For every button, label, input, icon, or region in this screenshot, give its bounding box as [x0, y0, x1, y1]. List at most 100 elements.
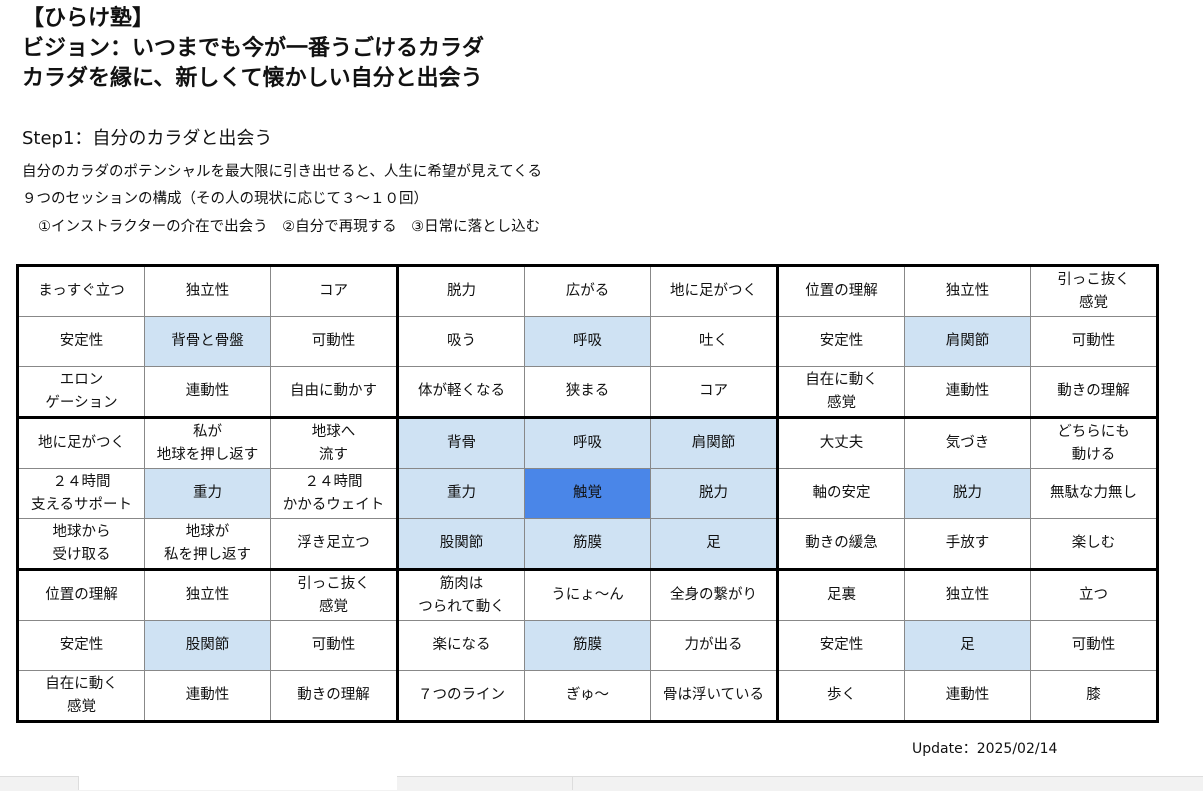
grid-cell: 呼吸 [524, 416, 651, 469]
grid-cell: 連動性 [904, 366, 1031, 418]
grid-row: エロン ゲーション 連動性 自由に動かす 体が軽くなる 狭まる コア 自在に動く 感覚 連動性… [17, 366, 1158, 418]
grid-cell: 安定性 [17, 316, 145, 367]
grid-cell: 肩関節 [650, 416, 778, 469]
grid-cell: 可動性 [1030, 620, 1158, 671]
page-title: 【ひらけ塾】 [22, 6, 155, 31]
grid-cell: 引っこ抜く 感覚 [1030, 265, 1158, 317]
grid-cell: 呼吸 [524, 316, 651, 367]
grid-cell: 脱力 [650, 468, 778, 519]
grid-cell: 手放す [904, 518, 1031, 570]
grid-cell: 私が 地球を押し返す [144, 416, 271, 469]
grid-cell: 歩く [776, 670, 905, 722]
grid-cell: コア [270, 265, 398, 317]
grid-cell: 骨は浮いている [650, 670, 778, 722]
grid-cell: 動きの理解 [1030, 366, 1158, 418]
step-description: 自分のカラダのポテンシャルを最大限に引き出せると、人生に希望が見えてくる [22, 164, 542, 180]
grid-row: 地球から 受け取る 地球が 私を押し返す 浮き足立つ 股関節 筋膜足動きの緩急 手放す 楽し… [17, 518, 1158, 570]
grid-row: 安定性 背骨と骨盤 可動性 吸う 呼吸 吐く 安定性 肩関節 可動性 [17, 316, 1158, 367]
grid-cell: 背骨 [396, 416, 525, 469]
grid-cell: 可動性 [270, 316, 398, 367]
grid-cell: ２４時間 支えるサポート [17, 468, 145, 519]
grid-row: 地に足がつく 私が 地球を押し返す 地球へ 流す 背骨 呼吸 肩関節 大丈夫 気づき どちらにも… [17, 416, 1158, 469]
grid-cell: 独立性 [904, 265, 1031, 317]
grid-cell: 安定性 [776, 316, 905, 367]
grid-cell: 吸う [396, 316, 525, 367]
grid-cell: 膝 [1030, 670, 1158, 722]
grid-cell: 安定性 [776, 620, 905, 671]
grid-cell: 可動性 [1030, 316, 1158, 367]
grid-cell: 地に足がつく [650, 265, 778, 317]
tagline-heading: カラダを縁に、新しくて懐かしい自分と出会う [22, 66, 483, 91]
grid-cell: 股関節 [396, 518, 525, 570]
grid-cell: 力が出る [650, 620, 778, 671]
grid-cell: 地に足がつく [17, 416, 145, 469]
grid-cell: 地球が 私を押し返す [144, 518, 271, 570]
grid-cell: 背骨と骨盤 [144, 316, 271, 367]
grid-cell: エロン ゲーション [17, 366, 145, 418]
grid-cell: 安定性 [17, 620, 145, 671]
grid-cell: 筋膜 [524, 518, 651, 570]
grid-cell: 連動性 [144, 366, 271, 418]
session-phases: ①インストラクターの介在で出会う ②自分で再現する ③日常に落とし込む [38, 219, 541, 235]
grid-cell: まっすぐ立つ [17, 265, 145, 317]
grid-cell: 動きの緩急 [776, 518, 905, 570]
grid-cell: 動きの理解 [270, 670, 398, 722]
grid-cell: 脱力 [904, 468, 1031, 519]
grid-cell: 独立性 [144, 568, 271, 621]
grid-cell: 楽になる [396, 620, 525, 671]
grid-cell: ２４時間 かかるウェイト [270, 468, 398, 519]
grid-cell: 位置の理解 [17, 568, 145, 621]
grid-cell: うにょ〜ん [524, 568, 651, 621]
grid-cell: 筋肉は つられて動く [396, 568, 525, 621]
grid-cell: 全身の繋がり [650, 568, 778, 621]
grid-cell: 引っこ抜く 感覚 [270, 568, 398, 621]
grid-cell: 軸の安定 [776, 468, 905, 519]
grid-cell: 足 [904, 620, 1031, 671]
grid-cell: 可動性 [270, 620, 398, 671]
grid-row: 位置の理解 独立性 引っこ抜く 感覚 筋肉は つられて動く うにょ〜ん 全身の繋がり 足裏独… [17, 568, 1158, 621]
grid-row: まっすぐ立つ 独立性 コア 脱力 広がる 地に足がつく 位置の理解 独立性 引っこ抜く 感覚 [17, 265, 1158, 317]
grid-cell: 楽しむ [1030, 518, 1158, 570]
grid-cell: ぎゅ〜 [524, 670, 651, 722]
grid-cell: 広がる [524, 265, 651, 317]
grid-cell: 浮き足立つ [270, 518, 398, 570]
grid-cell: 足 [650, 518, 778, 570]
grid-cell: 体が軽くなる [396, 366, 525, 418]
grid-cell: 自在に動く 感覚 [17, 670, 145, 722]
grid-cell: 地球から 受け取る [17, 518, 145, 570]
grid-cell: どちらにも 動ける [1030, 416, 1158, 469]
grid-cell: 連動性 [904, 670, 1031, 722]
grid-cell: 股関節 [144, 620, 271, 671]
grid-cell: 連動性 [144, 670, 271, 722]
grid-cell: 気づき [904, 416, 1031, 469]
grid-cell: 自在に動く 感覚 [776, 366, 905, 418]
grid-row: 自在に動く 感覚 連動性 動きの理解 ７つのライン ぎゅ〜 骨は浮いている 歩く 連動性膝 [17, 670, 1158, 722]
grid-cell: ７つのライン [396, 670, 525, 722]
grid-cell: 独立性 [144, 265, 271, 317]
grid-cell: 狭まる [524, 366, 651, 418]
grid-cell: 重力 [396, 468, 525, 519]
grid-cell: 立つ [1030, 568, 1158, 621]
grid-cell: 位置の理解 [776, 265, 905, 317]
grid-cell: 地球へ 流す [270, 416, 398, 469]
grid-cell: 肩関節 [904, 316, 1031, 367]
grid-cell: 無駄な力無し [1030, 468, 1158, 519]
session-structure: ９つのセッションの構成（その人の現状に応じて３〜１０回） [22, 191, 428, 207]
grid-cell: 筋膜 [524, 620, 651, 671]
sheet-tab-divider [572, 776, 573, 790]
vision-heading: ビジョン：いつまでも今が一番うごけるカラダ [22, 36, 485, 61]
grid-cell: 触覚 [524, 468, 651, 519]
grid-row: 安定性 股関節 可動性 楽になる 筋膜 力が出る 安定性足可動性 [17, 620, 1158, 671]
grid-cell: コア [650, 366, 778, 418]
grid-cell: 独立性 [904, 568, 1031, 621]
grid-cell: 脱力 [396, 265, 525, 317]
grid-row: ２４時間 支えるサポート 重力 ２４時間 かかるウェイト 重力 触覚 脱力 軸の安定 脱力 無駄… [17, 468, 1158, 519]
grid-cell: 足裏 [776, 568, 905, 621]
grid-cell: 大丈夫 [776, 416, 905, 469]
grid-cell: 吐く [650, 316, 778, 367]
mandala-grid: まっすぐ立つ 独立性 コア 脱力 広がる 地に足がつく 位置の理解 独立性 引っこ抜く 感覚 安定… [16, 264, 1159, 723]
grid-cell: 重力 [144, 468, 271, 519]
update-date: Update：2025/02/14 [912, 741, 1058, 757]
sheet-tab[interactable] [78, 776, 397, 790]
step-title: Step1：自分のカラダと出会う [22, 128, 273, 149]
